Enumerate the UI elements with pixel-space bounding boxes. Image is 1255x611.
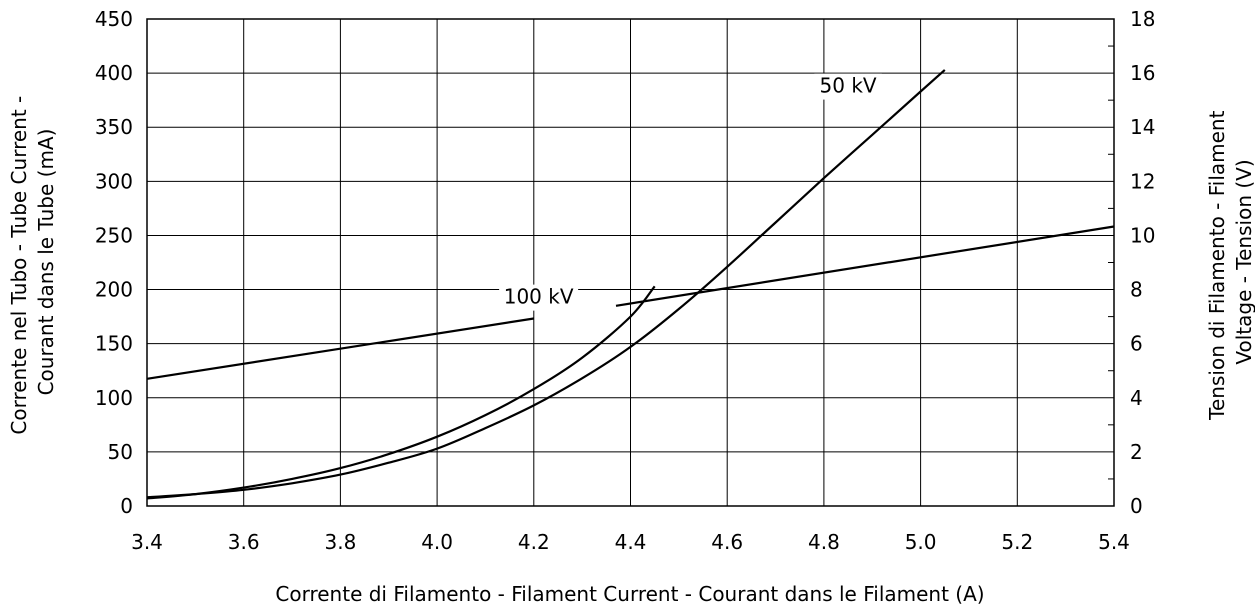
series-50-kv-line	[146, 69, 946, 499]
x-tick-labels: 3.4 3.6 3.8 4.0 4.2 4.4 4.6 4.8 5.0 5.2 5.4	[131, 530, 1130, 554]
y-left-axis-title: Corrente nel Tubo - Tube Current - Coura…	[7, 89, 58, 434]
x-tick-label: 4.2	[518, 530, 550, 554]
grid	[146, 18, 1115, 507]
annotation-50-kv: 50 kV	[820, 74, 877, 98]
x-tick-label: 4.4	[615, 530, 647, 554]
y-right-tick-label: 14	[1130, 115, 1155, 139]
y-left-tick-label: 0	[120, 494, 133, 518]
y-right-tick-label: 16	[1130, 61, 1155, 85]
y-right-tick-label: 8	[1130, 278, 1143, 302]
series-100-kv-line	[146, 285, 656, 500]
x-tick-label: 5.4	[1098, 530, 1130, 554]
y-left-title-line-1: Corrente nel Tubo - Tube Current -	[7, 96, 31, 435]
y-right-title-line-1: Tension di Filamento - Filament	[1205, 110, 1229, 420]
x-tick-label: 4.0	[421, 530, 453, 554]
y-left-tick-label: 350	[95, 115, 133, 139]
y-right-title-line-2: Voltage - Tension (V)	[1232, 159, 1255, 364]
annotation-background	[814, 73, 882, 100]
y-left-tick-label: 100	[95, 386, 133, 410]
plot-frame	[146, 18, 1115, 507]
x-tick-label: 3.6	[228, 530, 260, 554]
x-tick-label: 5.2	[1001, 530, 1033, 554]
y-right-tick-label: 2	[1130, 440, 1143, 464]
y-left-tick-label: 250	[95, 223, 133, 247]
y-right-tick-label: 0	[1130, 494, 1143, 518]
x-tick-label: 4.6	[711, 530, 743, 554]
x-axis-title: Corrente di Filamento - Filament Current…	[275, 582, 984, 606]
y-left-tick-label: 150	[95, 332, 133, 356]
annotation-100-kv: 100 kV	[504, 285, 574, 309]
y-left-tick-label: 200	[95, 278, 133, 302]
y-right-tick-labels: 0 2 4 6 8 10 12 14 16 18	[1130, 7, 1155, 518]
series-filament-voltage-segment	[615, 225, 1115, 307]
y-right-tick-label: 12	[1130, 169, 1155, 193]
x-tick-label: 3.4	[131, 530, 163, 554]
y-left-tick-labels: 0 50 100 150 200 250 300 350 400 450	[95, 7, 133, 518]
y-right-tick-label: 4	[1130, 386, 1143, 410]
y-right-tick-label: 18	[1130, 7, 1155, 31]
y-left-tick-label: 400	[95, 61, 133, 85]
right-axis-minor-ticks	[1108, 45, 1114, 480]
y-left-title-line-2: Courant dans le Tube (mA)	[34, 129, 58, 396]
x-tick-label: 5.0	[905, 530, 937, 554]
y-right-axis-title: Tension di Filamento - Filament Voltage …	[1205, 104, 1255, 421]
y-left-tick-label: 50	[108, 440, 133, 464]
series-layer	[146, 69, 1115, 500]
annotations: 50 kV 100 kV	[499, 73, 882, 311]
x-tick-label: 3.8	[324, 530, 356, 554]
y-left-tick-label: 450	[95, 7, 133, 31]
annotation-background	[499, 284, 579, 311]
y-right-tick-label: 6	[1130, 332, 1143, 356]
series-filament-voltage-segment	[146, 317, 534, 380]
y-left-tick-label: 300	[95, 169, 133, 193]
x-tick-label: 4.8	[808, 530, 840, 554]
y-right-tick-label: 10	[1130, 223, 1155, 247]
